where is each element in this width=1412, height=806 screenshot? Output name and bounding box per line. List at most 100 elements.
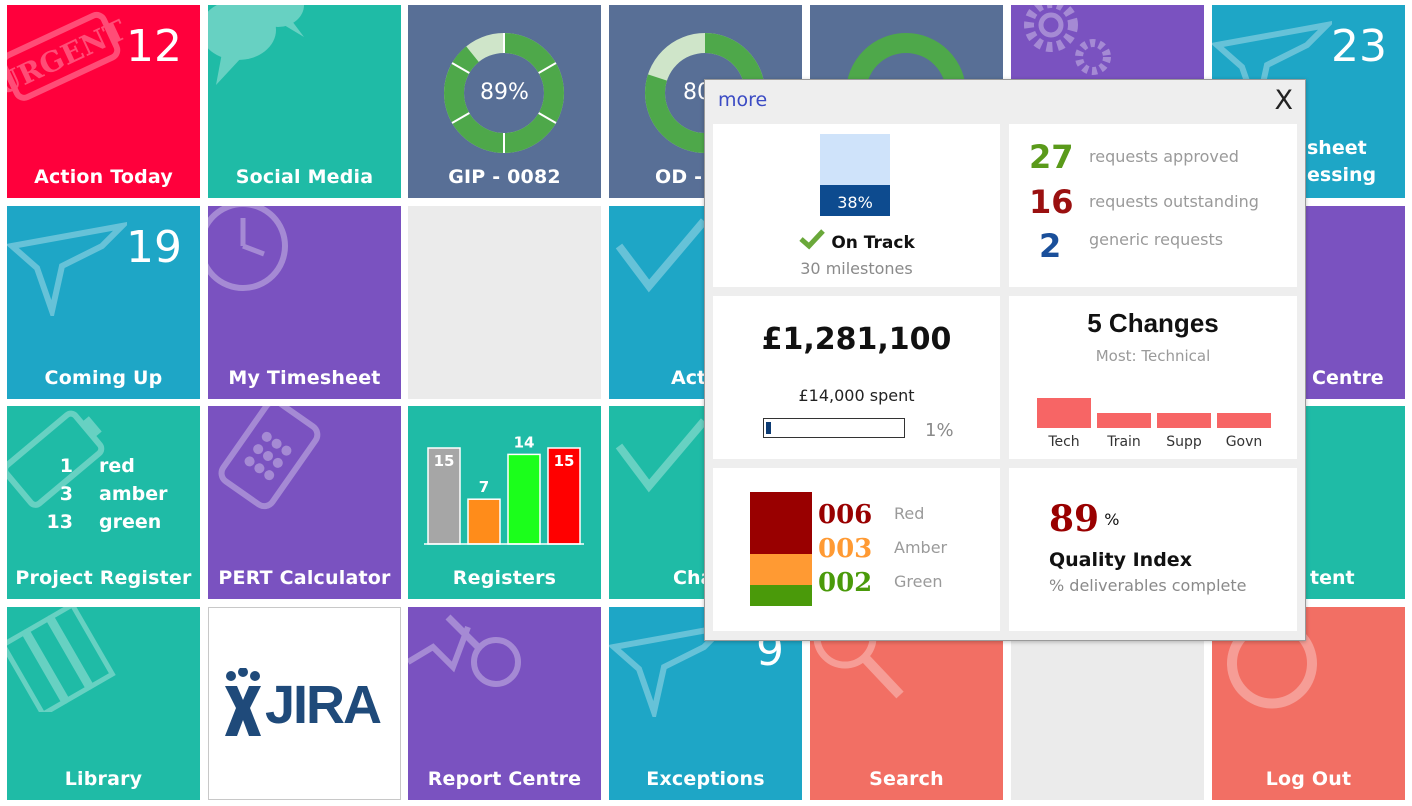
change-bar [1037,398,1091,428]
donut-segment-divider [538,112,557,124]
changes-card[interactable]: 5 Changes Most: Technical Tech Train Supp G… [1009,296,1297,459]
milestones-count: 30 milestones [800,259,913,278]
quality-title: Quality Index [1049,549,1192,571]
plane-icon [1212,21,1332,115]
register-count: 3 [59,483,73,505]
tile-project-register[interactable]: 1 red 3 amber 13 green Project Register [7,406,200,599]
rag-stacked-bar [750,492,812,607]
urgent-stamp-icon: URGENT [7,11,127,102]
centre-label: Centre [1312,367,1384,389]
project-register-label: Project Register [15,567,192,589]
rag-green-label: Green [894,572,943,591]
tile-report-centre[interactable]: Report Centre [408,607,601,800]
action-today-label: Action Today [34,166,173,188]
register-bar [547,447,581,545]
tile-gip-0082[interactable]: 89% GIP - 0082 [408,5,601,198]
timesheet-processing-count: 23 [1331,21,1387,72]
register-bar-label: 14 [514,433,535,451]
requests-approved-count: 27 [1029,138,1074,176]
power-icon [1227,633,1317,709]
library-label: Library [64,768,143,790]
milestone-progress-fill [820,184,890,216]
generic-requests-text: generic requests [1089,230,1224,249]
generic-requests-row: 2 generic requests [1029,227,1223,265]
requests-approved-text: requests approved [1089,147,1239,166]
tile-pert-calculator[interactable]: PERT Calculator [208,406,401,599]
registers-label: Registers [452,567,557,589]
checkmark-icon [615,418,708,493]
rag-row-amber: 003 Amber [818,534,947,568]
report-centre-label: Report Centre [427,768,582,790]
quality-card[interactable]: 89 % Quality Index % deliverables comple… [1009,468,1297,631]
tile-social-media[interactable]: Social Media [208,5,401,198]
register-name: red [99,455,135,477]
change-category-label: Train [1106,434,1141,450]
gip-donut-chart [444,33,564,153]
tile-empty [408,206,601,399]
tile-action-today[interactable]: URGENT 12 Action Today [7,5,200,198]
donut-segment-divider [451,112,470,124]
milestone-progress-box: 38% [820,134,890,216]
rag-segment [750,492,812,555]
plane-icon [7,222,127,316]
summary-popup: more X 38% On Track 30 milestones 27 requ… [704,79,1306,641]
requests-outstanding-text: requests outstanding [1089,192,1259,211]
register-count: 1 [59,455,73,477]
milestone-percent: 38% [837,193,873,212]
register-name: green [99,511,162,533]
gip-percent: 89% [480,80,529,105]
binders-icon [7,607,116,712]
tile-my-timesheet[interactable]: My Timesheet [208,206,401,399]
register-row-amber: 3 amber [37,480,168,508]
quality-subtitle: % deliverables complete [1049,576,1247,595]
on-track-row: On Track [713,228,1000,253]
rag-card[interactable]: 006 Red 003 Amber 002 Green [713,468,1000,631]
gears-icon [1024,5,1111,75]
checkmark-icon [615,218,708,293]
quality-value: 89 [1049,498,1100,540]
battery-icon [7,410,105,508]
more-link[interactable]: more [718,89,768,111]
donut-segment-divider [538,62,557,74]
change-category-label: Govn [1226,434,1263,450]
close-button[interactable]: X [1274,85,1294,116]
budget-progress-fill [766,422,771,434]
requests-outstanding-row: 16 requests outstanding [1029,183,1259,221]
registers-bar-chart: 15 7 14 15 [424,433,584,545]
changes-bar-chart: Tech Train Supp Govn [1037,398,1271,450]
quality-value-row: 89 % [1049,498,1119,540]
od-label: OD - [655,166,703,188]
requests-outstanding-count: 16 [1029,183,1074,221]
donut-segment-divider [451,62,470,74]
change-category-label: Supp [1166,434,1202,450]
register-bar [427,447,461,545]
change-label: Cha [673,567,714,589]
actions-label: Acti [671,367,713,389]
gip-label: GIP - 0082 [448,166,561,188]
tile-coming-up[interactable]: 19 Coming Up [7,206,200,399]
coming-up-count: 19 [126,222,182,273]
my-timesheet-label: My Timesheet [228,367,381,389]
change-bar [1217,413,1271,428]
register-row-green: 13 green [37,508,167,536]
tile-registers[interactable]: 15 7 14 15 Registers [408,406,601,599]
tile-library[interactable]: Library [7,607,200,800]
action-today-count: 12 [126,21,182,72]
rag-green-count: 002 [818,568,873,598]
quality-unit: % [1104,510,1120,529]
register-bar-label: 15 [554,452,575,470]
milestones-card[interactable]: 38% On Track 30 milestones [713,124,1000,287]
pert-calculator-label: PERT Calculator [218,567,391,589]
tile-jira[interactable]: JIRA [208,607,401,800]
timesheet-processing-label: sheet essing [1307,137,1377,186]
register-bar-label: 15 [434,452,455,470]
budget-progress-bar [763,418,905,438]
budget-card[interactable]: £1,281,100 £14,000 spent 1% [713,296,1000,459]
requests-card[interactable]: 27 requests approved 16 requests outstandi… [1009,124,1297,287]
check-icon [799,229,826,250]
content-label: tent [1310,567,1355,589]
register-bar [467,498,501,545]
rag-amber-label: Amber [894,538,948,557]
rag-row-red: 006 Red [818,500,947,534]
on-track-status: On Track [831,233,915,253]
